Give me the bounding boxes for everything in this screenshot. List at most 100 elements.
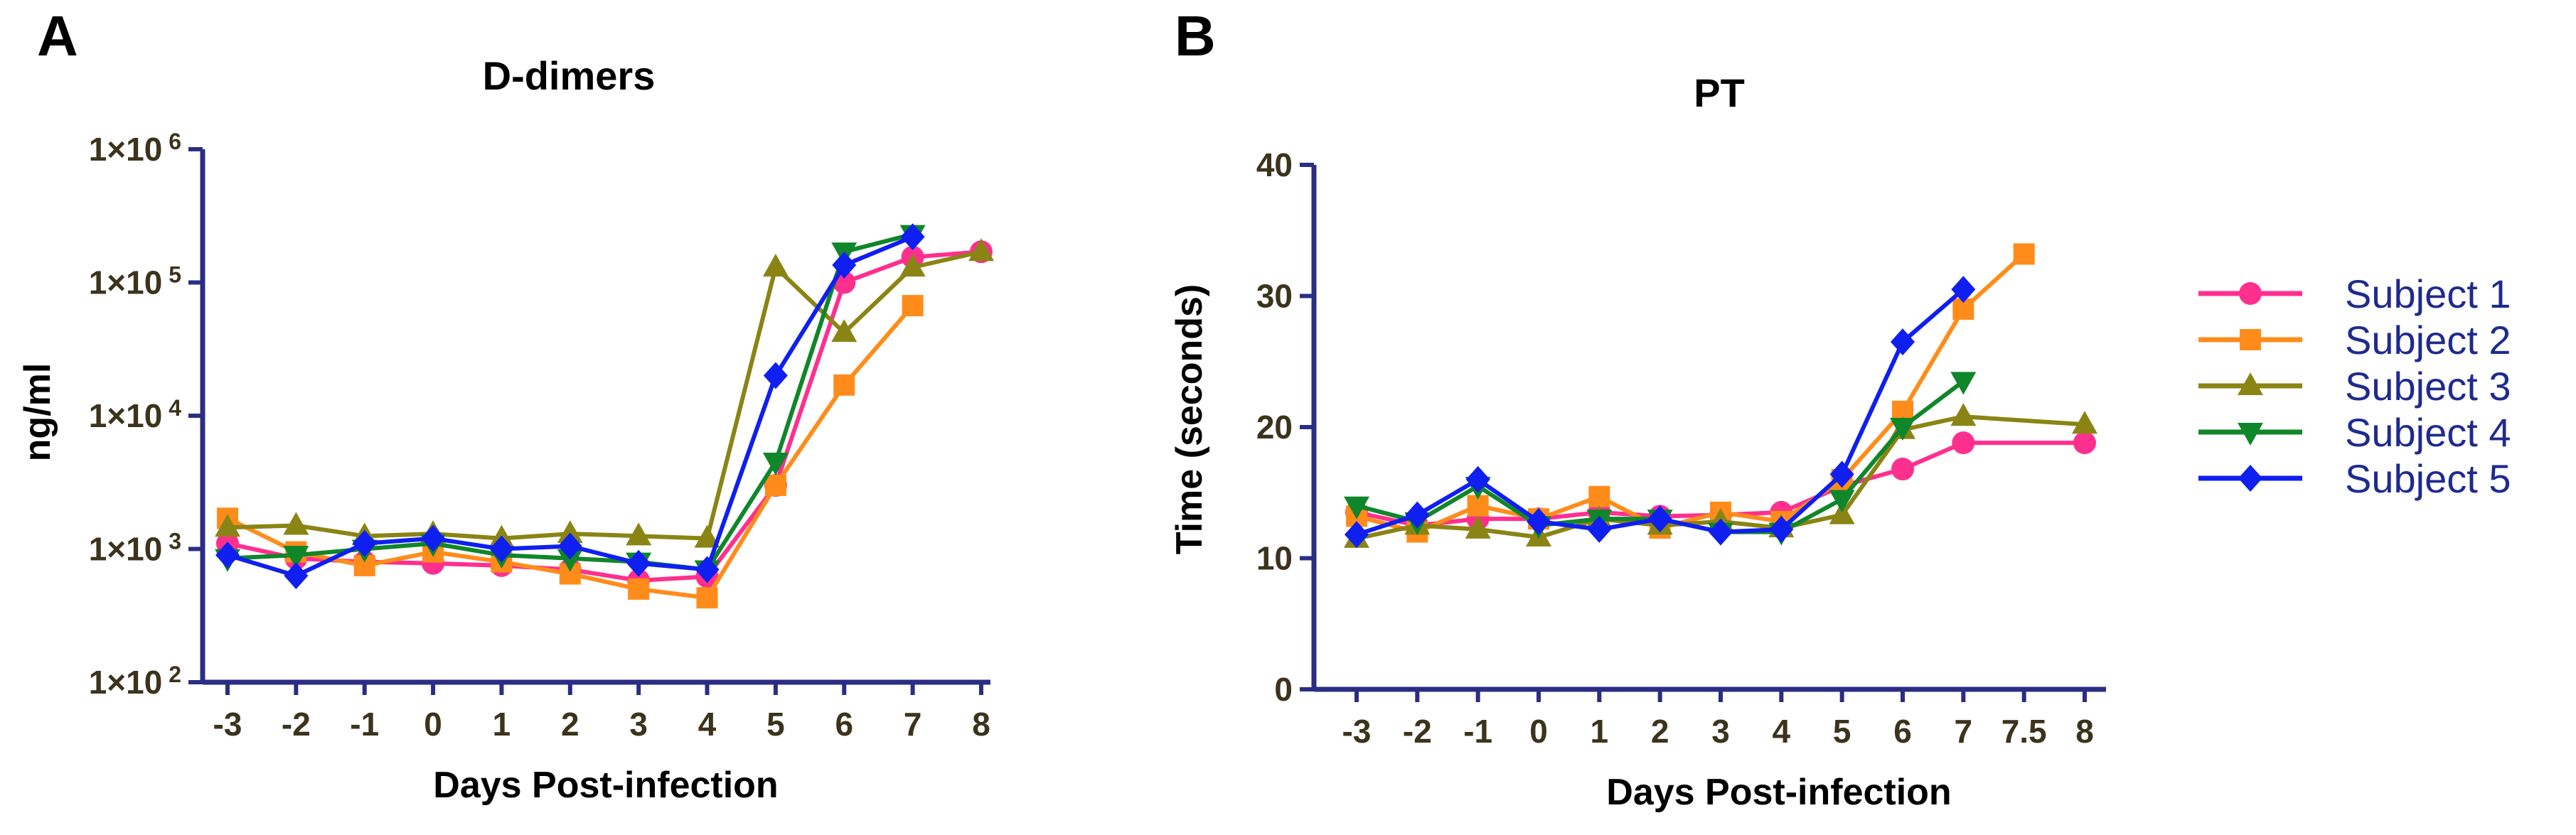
panel-a-point-subject-4 bbox=[762, 453, 789, 476]
panel-b-y-tick-label: 10 bbox=[1256, 540, 1293, 577]
panel-b-x-tick-label: 2 bbox=[1651, 713, 1669, 750]
panel-a-x-tick-label: -2 bbox=[282, 706, 311, 743]
panel-b-point-subject-3 bbox=[2072, 411, 2097, 434]
panel-b-point-subject-3 bbox=[1465, 515, 1491, 539]
panel-a-series-subject-1 bbox=[216, 240, 993, 592]
panel-a-point-subject-4 bbox=[283, 546, 309, 569]
panel-b-x-tick-label: 0 bbox=[1529, 713, 1548, 750]
legend-swatch-marker bbox=[2239, 282, 2262, 305]
panel-a-point-subject-2 bbox=[628, 578, 650, 600]
panel-a-x-tick-label: -1 bbox=[350, 706, 379, 743]
panel-a-y-tick-label: 1×10 2 bbox=[89, 662, 181, 701]
panel-b-x-tick-label: -3 bbox=[1342, 713, 1372, 750]
panel-b-point-subject-3 bbox=[1829, 501, 1855, 524]
panel-a-point-subject-3 bbox=[694, 524, 720, 548]
panel-a-point-subject-3 bbox=[283, 512, 309, 535]
panel-b-label: B bbox=[1175, 4, 1216, 68]
panel-b-x-tick-label: 3 bbox=[1711, 713, 1730, 750]
legend-item-subject-3: Subject 3 bbox=[2198, 364, 2511, 409]
panel-a-x-axis-title: Days Post-infection bbox=[433, 765, 778, 806]
panel-b-series bbox=[1344, 243, 2097, 549]
panel-a-point-subject-5 bbox=[763, 362, 788, 389]
panel-b-y-tick-label: 30 bbox=[1256, 278, 1293, 315]
panel-a-x-tick-label: 1 bbox=[493, 706, 511, 743]
panel-b-point-subject-5 bbox=[1405, 501, 1430, 529]
legend-item-subject-4: Subject 4 bbox=[2198, 410, 2511, 455]
panel-a-point-subject-3 bbox=[968, 238, 994, 262]
panel-a-point-subject-5 bbox=[626, 549, 651, 577]
panel-a-y-tick-label: 1×10 3 bbox=[89, 529, 181, 568]
panel-b-point-subject-5 bbox=[1465, 465, 1490, 493]
panel-a-line-subject-4 bbox=[227, 232, 914, 572]
panel-a-y-tick-label: 1×10 5 bbox=[89, 262, 181, 301]
legend-label: Subject 1 bbox=[2345, 271, 2511, 316]
panel-b-y-tick-label: 40 bbox=[1256, 146, 1293, 183]
panel-b-point-subject-5 bbox=[1891, 328, 1915, 356]
legend-swatch-marker bbox=[2238, 372, 2263, 395]
panel-a-point-subject-3 bbox=[626, 522, 652, 546]
panel-b-y-tick-label: 20 bbox=[1256, 409, 1293, 446]
panel-b-point-subject-2 bbox=[1588, 485, 1610, 507]
panel-a-point-subject-5 bbox=[900, 223, 925, 251]
panel-a-x-tick-label: 3 bbox=[629, 706, 648, 743]
panel-b-y-tick-label: 0 bbox=[1274, 671, 1293, 708]
panel-b-x-axis-title: Days Post-infection bbox=[1606, 772, 1951, 813]
panel-a-y-axis-title: ng/ml bbox=[17, 363, 58, 462]
panel-b-point-subject-5 bbox=[1709, 518, 1733, 546]
legend-item-subject-2: Subject 2 bbox=[2198, 318, 2511, 362]
panel-a-label: A bbox=[37, 4, 78, 68]
panel-b-y-axis-title: Time (seconds) bbox=[1169, 284, 1210, 554]
panel-b-point-subject-5 bbox=[1829, 460, 1854, 488]
panel-a-series bbox=[215, 223, 994, 609]
panel-a-point-subject-3 bbox=[899, 254, 926, 277]
panel-b-x-tick-label: 1 bbox=[1591, 713, 1609, 750]
panel-b-point-subject-5 bbox=[1647, 505, 1672, 533]
panel-a-x-tick-label: 8 bbox=[972, 706, 990, 743]
panel-a-axes: 1×10 2 1×10 3 1×10 4 1×10 5 1×10 6 -3 -2 -1 0 1 2 3… bbox=[89, 129, 990, 743]
panel-b-x-tick-label: -2 bbox=[1403, 713, 1432, 750]
panel-b-x-tick-label: 7 bbox=[1955, 713, 1973, 750]
panel-a: A D-dimers ng/ml Days Post-infection 1×1… bbox=[17, 4, 994, 806]
legend-swatch-marker bbox=[2238, 465, 2262, 492]
panel-a-x-tick-label: -3 bbox=[213, 706, 242, 743]
panel-a-point-subject-3 bbox=[762, 254, 789, 277]
panel-b-point-subject-5 bbox=[1769, 515, 1794, 543]
panel-a-title: D-dimers bbox=[483, 53, 656, 98]
panel-a-point-subject-5 bbox=[695, 556, 720, 583]
panel-a-x-tick-label: 5 bbox=[766, 706, 785, 743]
panel-a-point-subject-5 bbox=[832, 252, 857, 279]
panel-b-x-tick-label: 5 bbox=[1833, 713, 1851, 750]
panel-a-point-subject-4 bbox=[557, 549, 583, 572]
panel-b-point-subject-3 bbox=[1950, 403, 1977, 426]
legend-label: Subject 5 bbox=[2345, 456, 2511, 501]
panel-a-point-subject-2 bbox=[902, 295, 924, 317]
panel-b-line-subject-5 bbox=[1356, 288, 1965, 537]
panel-b-x-tick-label: 6 bbox=[1893, 713, 1912, 750]
panel-b-series-subject-5 bbox=[1345, 276, 1976, 549]
panel-b-point-subject-4 bbox=[1950, 372, 1977, 395]
panel-b-point-subject-1 bbox=[1891, 458, 1914, 481]
panel-b-point-subject-5 bbox=[1345, 521, 1369, 549]
panel-b-point-subject-5 bbox=[1587, 515, 1612, 543]
panel-b-x-tick-label: 7.5 bbox=[2002, 713, 2047, 750]
panel-a-point-subject-5 bbox=[421, 524, 446, 552]
panel-a-y-tick-label: 1×10 4 bbox=[89, 395, 182, 434]
panel-b-x-tick-label: -1 bbox=[1463, 713, 1492, 750]
panel-a-x-tick-label: 7 bbox=[904, 706, 922, 743]
panel-b-point-subject-1 bbox=[1952, 431, 1975, 455]
panel-a-point-subject-2 bbox=[696, 587, 718, 609]
legend-label: Subject 2 bbox=[2345, 318, 2511, 362]
panel-b-x-tick-label: 8 bbox=[2075, 713, 2094, 750]
panel-a-point-subject-3 bbox=[557, 520, 583, 544]
panel-a-point-subject-5 bbox=[284, 562, 309, 590]
panel-a-point-subject-3 bbox=[215, 514, 240, 537]
panel-b-axes: 0 10 20 30 40 -3 -2 -1 0 1 2 3 4 5 6 7 7.5 8 bbox=[1256, 146, 2106, 750]
panel-a-point-subject-5 bbox=[489, 535, 514, 563]
panel-b-point-subject-4 bbox=[1344, 496, 1369, 519]
panel-a-point-subject-2 bbox=[833, 374, 855, 396]
panel-b-point-subject-2 bbox=[2013, 243, 2035, 265]
panel-a-point-subject-5 bbox=[215, 542, 240, 569]
panel-b-point-subject-4 bbox=[1829, 490, 1855, 513]
